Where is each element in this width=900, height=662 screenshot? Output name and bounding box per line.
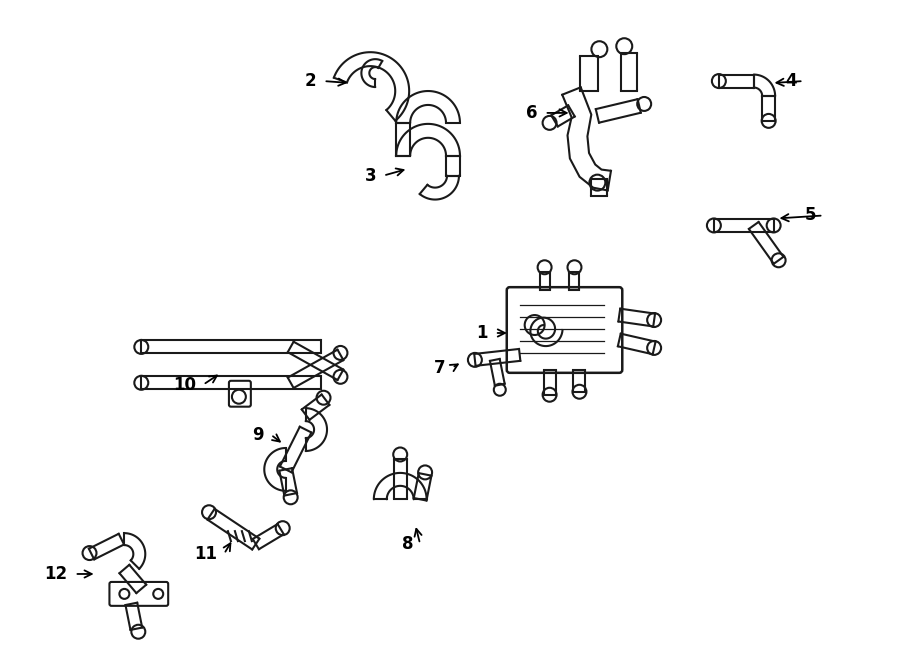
Text: 2: 2: [305, 72, 317, 90]
Text: 7: 7: [434, 359, 445, 377]
Text: 1: 1: [476, 324, 488, 342]
Text: 12: 12: [44, 565, 68, 583]
Text: 10: 10: [173, 376, 196, 394]
Text: 5: 5: [805, 207, 816, 224]
Text: 6: 6: [526, 104, 537, 122]
FancyBboxPatch shape: [229, 381, 251, 406]
Text: 4: 4: [785, 72, 796, 90]
Text: 9: 9: [252, 426, 264, 444]
Text: 3: 3: [364, 167, 376, 185]
FancyBboxPatch shape: [110, 582, 168, 606]
Text: 8: 8: [401, 535, 413, 553]
FancyBboxPatch shape: [507, 287, 622, 373]
Text: 11: 11: [194, 545, 217, 563]
